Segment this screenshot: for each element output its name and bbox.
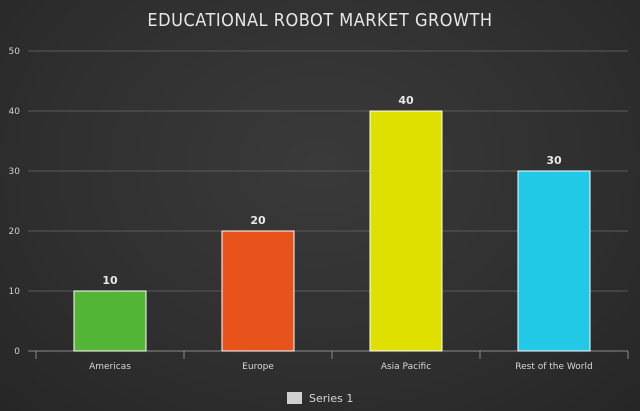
bar-rest-of-the-world	[517, 170, 591, 352]
data-label: 20	[250, 214, 266, 227]
x-tick-label: Asia Pacific	[381, 362, 431, 372]
data-label: 10	[102, 274, 118, 287]
x-tick-label: Rest of the World	[515, 362, 592, 372]
legend: Series 1	[287, 392, 353, 405]
legend-swatch	[287, 392, 302, 404]
x-tick-label: Americas	[89, 362, 131, 372]
bar-americas	[73, 290, 147, 352]
data-label: 40	[398, 94, 414, 107]
legend-label-series-1: Series 1	[309, 392, 353, 405]
y-tick-label: 50	[9, 47, 21, 57]
data-label: 30	[546, 154, 562, 167]
bar-asia-pacific	[369, 110, 443, 352]
y-tick-label: 30	[9, 167, 21, 177]
chart-title: EDUCATIONAL ROBOT MARKET GROWTH	[147, 10, 492, 31]
y-tick-label: 0	[14, 347, 20, 357]
y-tick-label: 20	[9, 227, 21, 237]
y-tick-label: 10	[9, 287, 21, 297]
x-tick-label: Europe	[242, 362, 274, 372]
y-tick-label: 40	[9, 107, 21, 117]
bar-europe	[221, 230, 295, 352]
y-axis: 0 10 20 30 40 50	[9, 47, 21, 357]
bars: 10 20 40 30	[73, 94, 591, 352]
x-axis: Americas Europe Asia Pacific Rest of the Wo…	[35, 351, 629, 372]
